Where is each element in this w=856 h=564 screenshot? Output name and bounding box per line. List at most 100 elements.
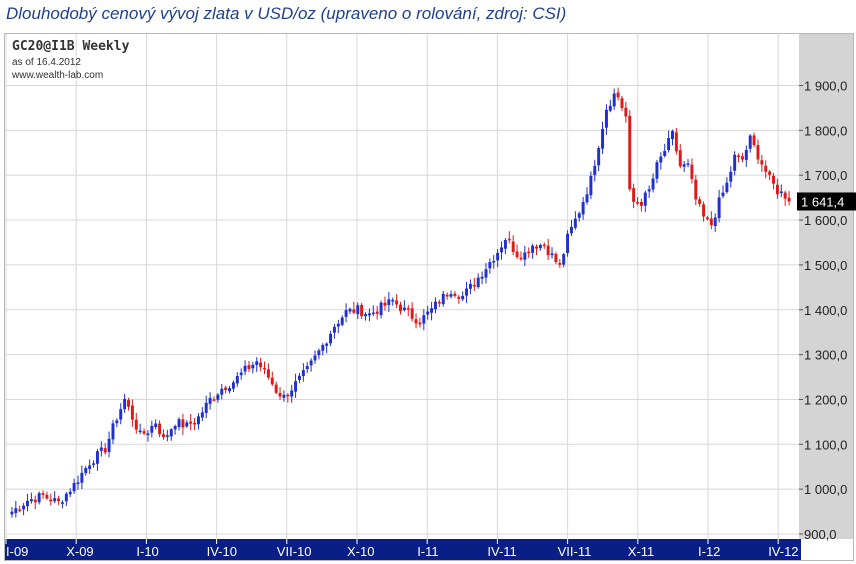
candle-body bbox=[752, 135, 756, 145]
candle-body bbox=[678, 150, 682, 167]
candle-body bbox=[193, 422, 197, 425]
candle-body bbox=[88, 465, 92, 469]
y-tick-label: 1 800,0 bbox=[804, 123, 847, 138]
candle-body bbox=[628, 115, 632, 190]
candle-body bbox=[569, 226, 573, 234]
candle-body bbox=[340, 317, 344, 325]
y-tick-label: 900,0 bbox=[804, 527, 837, 542]
candle-body bbox=[461, 295, 465, 300]
candle-body bbox=[49, 499, 53, 502]
candle-body bbox=[142, 431, 146, 434]
candle-body bbox=[465, 288, 469, 296]
candle-body bbox=[655, 162, 659, 179]
candle-body bbox=[775, 184, 779, 195]
candle-body bbox=[134, 419, 138, 430]
candle-body bbox=[130, 405, 134, 420]
candle-body bbox=[68, 491, 72, 495]
candle-body bbox=[682, 164, 686, 167]
x-tick-label: I-10 bbox=[136, 544, 158, 559]
candle-body bbox=[216, 394, 220, 400]
candle-body bbox=[453, 293, 457, 296]
candle-body bbox=[713, 217, 717, 226]
candle-body bbox=[243, 365, 247, 372]
candle-body bbox=[138, 430, 142, 433]
candle-body bbox=[200, 412, 204, 418]
candle-body bbox=[185, 422, 189, 427]
candle-body bbox=[317, 350, 321, 356]
candle-body bbox=[573, 218, 577, 228]
candle-body bbox=[294, 381, 298, 392]
candle-body bbox=[616, 92, 620, 98]
candle-body bbox=[375, 311, 379, 314]
candle-body bbox=[14, 508, 18, 513]
candle-body bbox=[449, 294, 453, 297]
y-tick-label: 1 000,0 bbox=[804, 482, 847, 497]
x-tick-label: X-11 bbox=[628, 544, 655, 559]
candle-body bbox=[103, 448, 107, 453]
candle-body bbox=[309, 360, 313, 366]
candle-body bbox=[779, 191, 783, 194]
candle-body bbox=[690, 164, 694, 179]
candle-body bbox=[247, 365, 251, 370]
candle-body bbox=[270, 377, 274, 385]
candle-body bbox=[698, 199, 702, 205]
candle-body bbox=[282, 394, 286, 398]
y-tick-label: 1 400,0 bbox=[804, 303, 847, 318]
candle-body bbox=[531, 245, 535, 253]
candle-body bbox=[717, 197, 721, 219]
y-tick-label: 1 700,0 bbox=[804, 168, 847, 183]
y-tick-label: 1 300,0 bbox=[804, 348, 847, 363]
candle-body bbox=[601, 128, 605, 149]
candle-body bbox=[414, 319, 418, 324]
y-axis-labels: 900,0 1 000,0 1 100,0 1 200,0 1 300,0 1 400,0… bbox=[799, 79, 847, 542]
candle-body bbox=[472, 284, 476, 287]
candle-body bbox=[527, 251, 531, 254]
as-of-date: as of 16.4.2012 bbox=[12, 57, 81, 68]
candle-body bbox=[538, 244, 542, 249]
candle-body bbox=[410, 308, 414, 319]
candle-body bbox=[111, 423, 115, 440]
candle-body bbox=[744, 149, 748, 160]
candle-body bbox=[523, 252, 527, 260]
candle-body bbox=[274, 384, 278, 393]
candle-body bbox=[57, 498, 61, 502]
candle-body bbox=[457, 296, 461, 299]
candle-body bbox=[356, 305, 360, 315]
candle-body bbox=[566, 233, 570, 253]
candle-body bbox=[608, 105, 612, 111]
candle-body bbox=[632, 188, 636, 202]
candle-body bbox=[224, 387, 228, 391]
candle-body bbox=[542, 244, 546, 247]
candle-body bbox=[783, 192, 787, 199]
candle-body bbox=[196, 416, 200, 425]
candle-body bbox=[663, 150, 667, 156]
candle-body bbox=[321, 345, 325, 351]
candle-body bbox=[80, 472, 84, 483]
candle-body bbox=[33, 499, 37, 503]
candle-body bbox=[484, 269, 488, 278]
candle-body bbox=[45, 494, 49, 499]
candle-body bbox=[212, 399, 216, 401]
candle-body bbox=[737, 155, 741, 158]
x-tick-label: IV-12 bbox=[768, 544, 798, 559]
candle-body bbox=[550, 253, 554, 256]
candle-body bbox=[387, 299, 391, 305]
candle-body bbox=[360, 304, 364, 317]
candle-body bbox=[705, 217, 709, 219]
candle-body bbox=[620, 98, 624, 109]
candle-body bbox=[772, 175, 775, 184]
candle-body bbox=[251, 364, 255, 369]
candle-body bbox=[511, 241, 515, 253]
x-tick-label: VII-10 bbox=[277, 544, 312, 559]
candle-body bbox=[18, 509, 22, 511]
candle-body bbox=[305, 366, 309, 370]
candle-body bbox=[562, 254, 566, 265]
candle-body bbox=[72, 482, 76, 492]
candle-body bbox=[733, 154, 737, 171]
candle-body bbox=[259, 362, 263, 368]
candle-body bbox=[535, 246, 538, 249]
candle-body bbox=[503, 240, 507, 249]
x-tick-label: X-09 bbox=[66, 544, 93, 559]
candle-body bbox=[643, 192, 647, 206]
candle-body bbox=[702, 204, 706, 217]
